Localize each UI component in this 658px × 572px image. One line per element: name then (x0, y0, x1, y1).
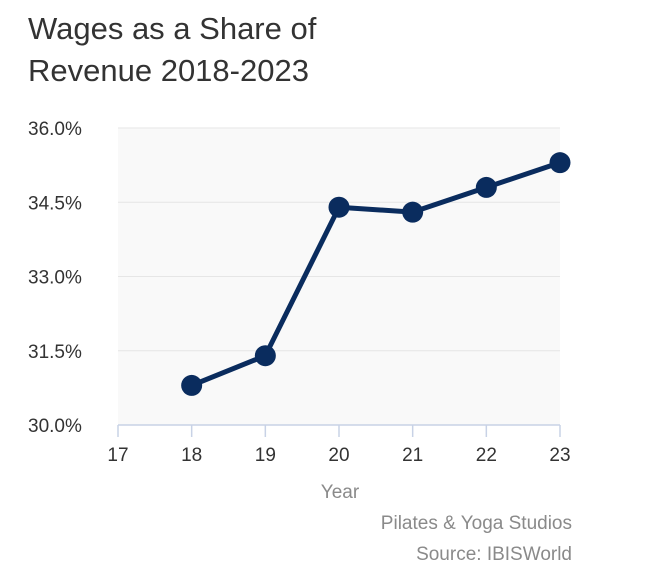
data-series (181, 152, 571, 396)
data-point (181, 374, 203, 396)
chart-title-line-2: Revenue 2018-2023 (28, 53, 309, 88)
x-tick-label: 18 (181, 445, 202, 466)
y-tick-label: 34.5% (28, 193, 82, 214)
y-tick-label: 33.0% (28, 268, 82, 289)
data-point (402, 201, 424, 223)
y-tick-label: 31.5% (28, 342, 82, 363)
data-point (549, 152, 571, 174)
chart-title: Wages as a Share of Revenue 2018-2023 (28, 8, 548, 92)
x-tick-label: 23 (549, 445, 570, 466)
data-point (254, 345, 276, 367)
x-axis-title: Year (321, 482, 360, 503)
chart-source: Source: IBISWorld (416, 544, 572, 565)
chart-title-line-1: Wages as a Share of (28, 11, 317, 46)
data-point (475, 176, 497, 198)
x-axis-tick-labels: 17 18 19 20 21 22 23 (107, 445, 570, 466)
chart-subtitle: Pilates & Yoga Studios (381, 513, 572, 534)
data-point (328, 196, 350, 218)
series-line (189, 160, 563, 388)
x-axis-ticks (117, 425, 561, 437)
y-tick-label: 36.0% (28, 119, 82, 140)
x-tick-label: 21 (402, 445, 423, 466)
x-tick-label: 20 (328, 445, 349, 466)
x-tick-label: 17 (107, 445, 128, 466)
x-tick-label: 22 (476, 445, 497, 466)
x-tick-label: 19 (255, 445, 276, 466)
y-tick-label: 30.0% (28, 416, 82, 437)
y-axis-tick-labels: 30.0% 31.5% 33.0% 34.5% 36.0% (28, 119, 82, 437)
